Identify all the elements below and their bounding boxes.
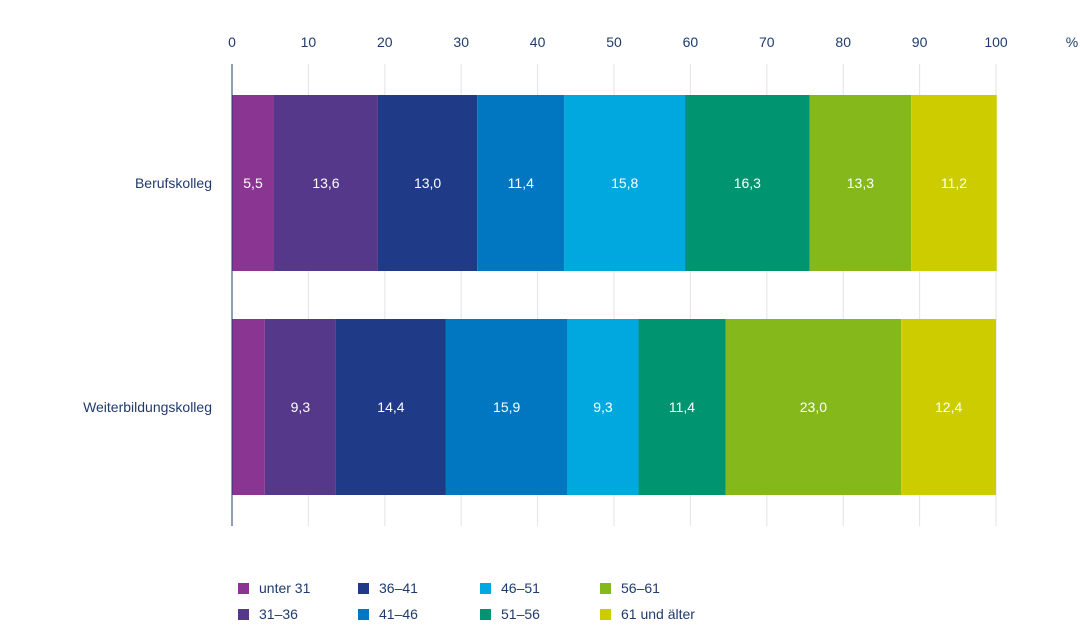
bar-segment	[274, 95, 378, 271]
legend-swatch	[358, 608, 369, 620]
legend-item: 46–51	[480, 578, 540, 598]
legend-label: unter 31	[259, 580, 311, 596]
x-tick-label: 20	[377, 34, 393, 50]
legend-item: 56–61	[600, 578, 660, 598]
x-tick-label: 90	[912, 34, 928, 50]
legend-label: 61 und älter	[621, 606, 695, 622]
data-label: 13,3	[847, 175, 874, 191]
bar-segment	[264, 319, 336, 495]
data-label: 11,4	[669, 399, 695, 415]
data-label: 15,8	[611, 175, 638, 191]
legend: unter 31 31–36 36–41 41–46 46–51 51–56 56–61 61…	[238, 578, 758, 626]
legend-label: 41–46	[379, 606, 418, 622]
x-tick-label: 0	[228, 34, 236, 50]
legend-item: 41–46	[358, 604, 418, 624]
category-labels: Berufskolleg Weiterbildungskolleg	[83, 175, 212, 415]
data-label: 12,4	[935, 399, 962, 415]
bar-segment	[232, 319, 265, 495]
legend-item: 31–36	[238, 604, 298, 624]
data-label: 9,3	[291, 399, 311, 415]
x-tick-label: 80	[835, 34, 851, 50]
legend-item: unter 31	[238, 578, 310, 598]
data-label: 11,2	[941, 175, 967, 191]
category-label: Berufskolleg	[135, 175, 212, 191]
bar-segment	[377, 95, 478, 271]
data-label: 11,4	[508, 175, 534, 191]
data-label: 14,4	[377, 399, 404, 415]
bar-segment	[685, 95, 810, 271]
data-label: 5,5	[243, 175, 263, 191]
bar-segment	[725, 319, 902, 495]
x-tick-label: 40	[530, 34, 546, 50]
data-label: 13,0	[414, 175, 441, 191]
legend-item: 61 und älter	[600, 604, 695, 624]
x-tick-label: 70	[759, 34, 775, 50]
legend-swatch	[480, 608, 491, 620]
legend-swatch	[480, 582, 491, 594]
bar-segment	[911, 95, 997, 271]
bar-segment	[477, 95, 565, 271]
x-tick-label: 10	[301, 34, 317, 50]
legend-label: 31–36	[259, 606, 298, 622]
legend-swatch	[358, 582, 369, 594]
legend-item: 51–56	[480, 604, 540, 624]
bar-segment	[564, 95, 686, 271]
category-label: Weiterbildungskolleg	[83, 399, 212, 415]
bar-segment	[232, 95, 275, 271]
x-axis-unit-label: %	[1066, 34, 1078, 50]
bar-segment	[335, 319, 446, 495]
legend-label: 46–51	[501, 580, 540, 596]
data-label: 23,0	[800, 399, 827, 415]
legend-label: 56–61	[621, 580, 660, 596]
bar-segment	[809, 95, 912, 271]
x-tick-label: 30	[453, 34, 469, 50]
data-label: 15,9	[493, 399, 520, 415]
x-axis-ticks: 0 10 20 30 40 50 60 70 80 90 100	[228, 34, 1008, 50]
legend-label: 36–41	[379, 580, 418, 596]
x-tick-label: 100	[984, 34, 1008, 50]
legend-swatch	[600, 608, 611, 620]
x-tick-label: 50	[606, 34, 622, 50]
legend-swatch	[238, 608, 249, 620]
legend-swatch	[600, 582, 611, 594]
data-label: 16,3	[734, 175, 761, 191]
legend-item: 36–41	[358, 578, 418, 598]
bar-segment	[901, 319, 996, 495]
bar-segment	[638, 319, 726, 495]
x-tick-label: 60	[683, 34, 699, 50]
bar-segment	[445, 319, 568, 495]
legend-label: 51–56	[501, 606, 540, 622]
data-label: 9,3	[593, 399, 613, 415]
bars: 5,5 13,6 13,0 11,4 15,8 16,3 13,3 11,2 9,3 14,4 15…	[232, 95, 997, 495]
bar-segment	[567, 319, 639, 495]
data-label: 13,6	[312, 175, 339, 191]
legend-swatch	[238, 582, 249, 594]
